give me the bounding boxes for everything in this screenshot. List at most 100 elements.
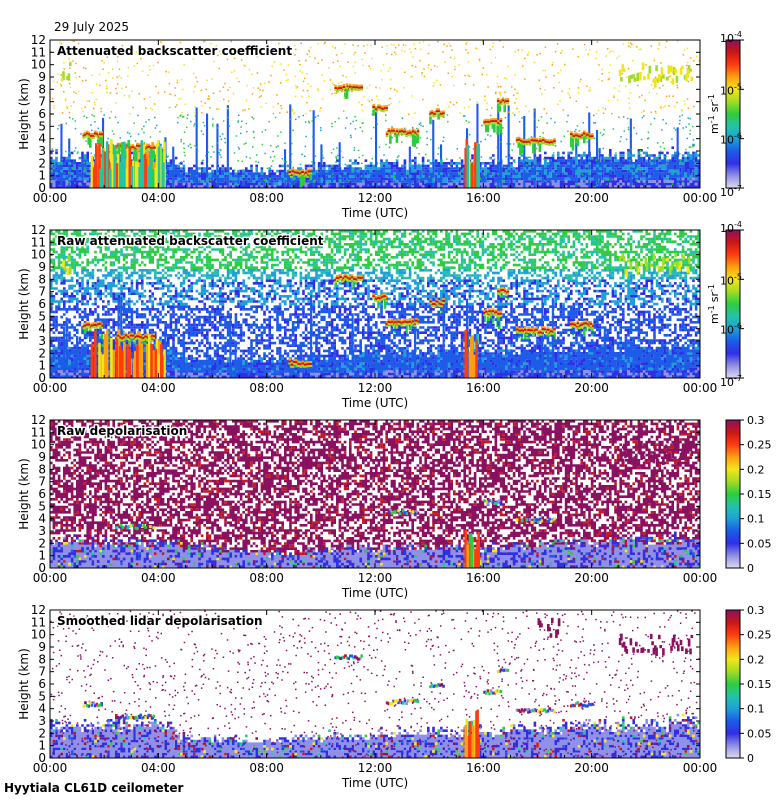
- colorbar-tick-label: 0: [747, 562, 754, 575]
- y-tick-label: 5: [38, 309, 46, 323]
- panel-title-halo: Raw depolarisation: [57, 424, 187, 438]
- colorbar-tick-label: 10-6: [720, 322, 742, 337]
- x-tick-label: 00:00: [683, 191, 718, 205]
- heatmap-cells: [82, 273, 594, 378]
- heatmap-cells: [50, 230, 700, 378]
- heatmap-cells: [50, 269, 700, 373]
- y-tick-label: 8: [38, 652, 46, 666]
- x-axis-label: Time (UTC): [341, 776, 408, 790]
- y-tick-label: 3: [38, 144, 46, 158]
- y-tick-label: 9: [38, 70, 46, 84]
- x-tick-label: 00:00: [683, 381, 718, 395]
- y-tick-label: 0: [38, 181, 46, 195]
- y-tick-label: 1: [38, 169, 46, 183]
- heatmap-cells: [50, 502, 700, 568]
- x-tick-label: 16:00: [466, 381, 501, 395]
- x-tick-label: 16:00: [466, 191, 501, 205]
- y-tick-label: 4: [38, 512, 46, 526]
- colorbar-gradient: [725, 229, 741, 379]
- panel-title: Attenuated backscatter coefficient: [57, 44, 292, 58]
- y-tick-label: 6: [38, 297, 46, 311]
- y-tick-label: 11: [31, 615, 46, 629]
- heatmap-cells: [52, 367, 700, 378]
- y-tick-label: 3: [38, 334, 46, 348]
- y-tick-label: 6: [38, 107, 46, 121]
- x-tick-label: 04:00: [141, 191, 176, 205]
- heatmap-cells: [50, 114, 700, 188]
- y-tick-label: 3: [38, 714, 46, 728]
- x-tick-label: 12:00: [358, 761, 393, 775]
- y-tick-label: 1: [38, 359, 46, 373]
- y-tick-label: 8: [38, 82, 46, 96]
- x-tick-label: 12:00: [358, 381, 393, 395]
- heatmap-cells: [50, 102, 700, 188]
- colorbar-tick-label: 10-4: [720, 220, 742, 235]
- heatmap-field: [50, 230, 700, 378]
- x-tick-label: 00:00: [33, 381, 68, 395]
- y-tick-label: 9: [38, 450, 46, 464]
- y-tick-label: 12: [31, 413, 46, 427]
- y-tick-label: 6: [38, 677, 46, 691]
- x-tick-label: 16:00: [466, 571, 501, 585]
- y-tick-label: 9: [38, 640, 46, 654]
- colorbar: 10-7 10-6 10-5 10-4 m-1sr-1: [707, 220, 744, 389]
- colorbar-tick-label: 10-7: [720, 184, 742, 199]
- y-tick-label: 12: [31, 603, 46, 617]
- colorbar-gradient: [725, 39, 741, 189]
- y-tick-label: 4: [38, 132, 46, 146]
- y-tick-label: 0: [38, 371, 46, 385]
- heatmap-cells: [62, 258, 690, 378]
- heatmap-field: [50, 40, 700, 188]
- y-tick-label: 5: [38, 119, 46, 133]
- x-axis-label: Time (UTC): [341, 206, 408, 220]
- y-axis-label: Height (km): [17, 78, 31, 149]
- y-tick-label: 5: [38, 499, 46, 513]
- y-tick-label: 7: [38, 475, 46, 489]
- colorbar-gradient: [725, 609, 741, 759]
- colorbar-tick-label: 0: [747, 752, 754, 765]
- heatmap-cells: [467, 709, 480, 758]
- heatmap-cells: [60, 499, 700, 568]
- y-tick-label: 2: [38, 536, 46, 550]
- colorbar-unit: m-1sr-1: [707, 94, 721, 134]
- y-tick-label: 11: [31, 235, 46, 249]
- y-tick-label: 10: [31, 628, 46, 642]
- y-tick-label: 9: [38, 260, 46, 274]
- colorbar: 10-7 10-6 10-5 10-4 m-1sr-1: [707, 30, 744, 199]
- heatmap-cells: [90, 329, 478, 378]
- y-tick-label: 2: [38, 346, 46, 360]
- y-tick-label: 2: [38, 156, 46, 170]
- panel-title: Smoothed lidar depolarisation: [57, 614, 263, 628]
- heatmap-field: [50, 610, 700, 758]
- x-tick-label: 00:00: [33, 571, 68, 585]
- colorbar-tick-label: 0.2: [747, 653, 765, 666]
- colorbar-tick-label: 0.1: [747, 513, 765, 526]
- x-tick-label: 08:00: [249, 381, 284, 395]
- x-tick-label: 08:00: [249, 191, 284, 205]
- x-tick-label: 20:00: [574, 761, 609, 775]
- panel-title: Raw attenuated backscatter coefficient: [57, 234, 324, 248]
- y-tick-label: 8: [38, 272, 46, 286]
- x-tick-label: 04:00: [141, 381, 176, 395]
- y-tick-label: 10: [31, 58, 46, 72]
- y-tick-label: 3: [38, 524, 46, 538]
- y-tick-label: 11: [31, 45, 46, 59]
- colorbar-tick-label: 10-6: [720, 132, 742, 147]
- y-tick-label: 0: [38, 561, 46, 575]
- x-tick-label: 04:00: [141, 571, 176, 585]
- y-tick-label: 12: [31, 223, 46, 237]
- colorbar-tick-label: 10-4: [720, 30, 742, 45]
- y-tick-label: 10: [31, 248, 46, 262]
- heatmap-cells: [50, 420, 700, 568]
- y-axis-label: Height (km): [17, 268, 31, 339]
- x-tick-label: 20:00: [574, 191, 609, 205]
- x-tick-label: 08:00: [249, 761, 284, 775]
- colorbar-tick-label: 0.3: [747, 604, 765, 617]
- colorbar-unit: m-1sr-1: [707, 284, 721, 324]
- y-tick-label: 8: [38, 462, 46, 476]
